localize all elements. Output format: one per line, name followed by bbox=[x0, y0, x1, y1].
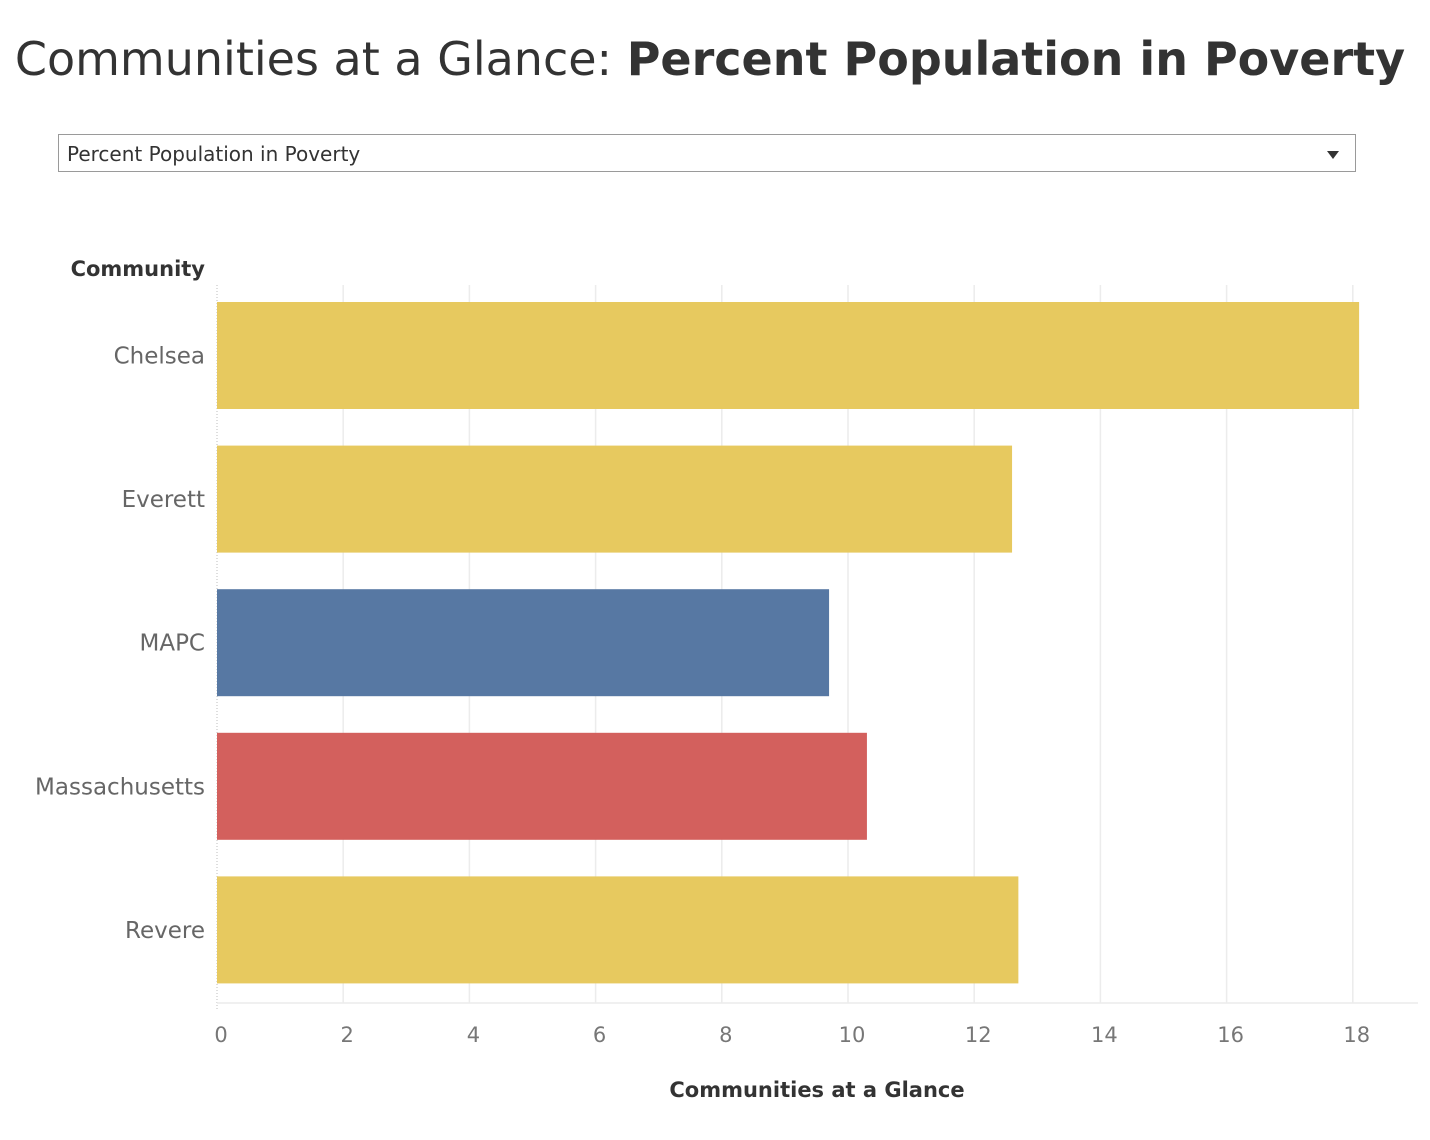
x-tick-label: 6 bbox=[593, 1023, 606, 1047]
metric-dropdown-value: Percent Population in Poverty bbox=[67, 142, 361, 166]
x-tick-label: 8 bbox=[719, 1023, 732, 1047]
x-tick-label: 16 bbox=[1217, 1023, 1244, 1047]
x-tick-label: 2 bbox=[341, 1023, 354, 1047]
bar-mapc[interactable] bbox=[217, 589, 830, 697]
category-label-massachusetts: Massachusetts bbox=[35, 774, 205, 800]
x-axis-ticks: 0 2 4 6 8 10 12 14 16 18 bbox=[214, 1023, 1370, 1047]
bar-massachusetts[interactable] bbox=[217, 732, 867, 840]
bar-everett[interactable] bbox=[217, 445, 1013, 553]
category-labels: Chelsea Everett MAPC Massachusetts Revere bbox=[35, 344, 205, 944]
metric-dropdown[interactable]: Percent Population in Poverty bbox=[58, 134, 1356, 172]
title-prefix: Communities at a Glance: bbox=[14, 32, 627, 86]
bar-revere[interactable] bbox=[217, 876, 1019, 984]
x-tick-label: 12 bbox=[965, 1023, 992, 1047]
category-label-chelsea: Chelsea bbox=[114, 344, 205, 370]
page-title: Communities at a Glance: Percent Populat… bbox=[0, 24, 1420, 94]
dropdown-arrow-icon[interactable] bbox=[1327, 151, 1339, 159]
x-tick-label: 18 bbox=[1343, 1023, 1370, 1047]
bars bbox=[217, 302, 1360, 984]
row-header: Community bbox=[71, 257, 206, 281]
category-label-revere: Revere bbox=[125, 918, 205, 944]
bar-chelsea[interactable] bbox=[217, 302, 1360, 409]
x-axis-title: Communities at a Glance bbox=[669, 1078, 964, 1102]
x-tick-label: 0 bbox=[214, 1023, 227, 1047]
category-label-everett: Everett bbox=[122, 487, 205, 513]
x-tick-label: 10 bbox=[839, 1023, 866, 1047]
category-label-mapc: MAPC bbox=[139, 631, 205, 657]
x-tick-label: 14 bbox=[1091, 1023, 1118, 1047]
title-metric: Percent Population in Poverty bbox=[626, 32, 1406, 86]
x-tick-label: 4 bbox=[467, 1023, 480, 1047]
